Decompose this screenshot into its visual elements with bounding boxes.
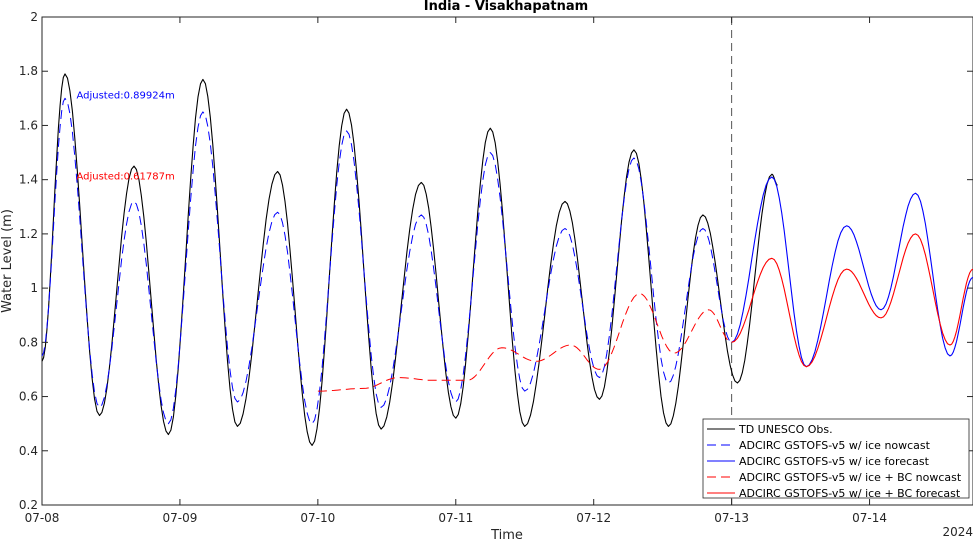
legend-label-3: ADCIRC GSTOFS-v5 w/ ice forecast (739, 455, 930, 468)
legend-label-2: ADCIRC GSTOFS-v5 w/ ice nowcast (739, 439, 931, 452)
y-tick-label: 0.8 (19, 335, 38, 349)
x-tick-label: 07-14 (852, 511, 887, 525)
x-tick-label: 07-08 (25, 511, 60, 525)
annotation-group: Adjusted:0.89924m Adjusted:0.61787m (76, 90, 174, 182)
y-axis-title: Water Level (m) (0, 209, 15, 313)
y-tick-label: 0.2 (19, 498, 38, 512)
legend-label-5: ADCIRC GSTOFS-v5 w/ ice + BC forecast (739, 487, 961, 500)
y-tick-label: 2 (30, 10, 38, 24)
legend-label-1: TD UNESCO Obs. (738, 423, 833, 436)
x-tick-label: 07-13 (714, 511, 749, 525)
adjusted-annotation-2: Adjusted:0.61787m (76, 172, 174, 183)
chart-title: India - Visakhapatnam (424, 0, 588, 14)
series-line-1 (41, 73, 778, 446)
series-group (41, 73, 973, 446)
x-tick-label: 07-12 (576, 511, 611, 525)
y-tick-label: 1.4 (19, 173, 38, 187)
year-label: 2024 (942, 525, 973, 539)
series-line-4 (317, 293, 732, 392)
y-tick-label: 1 (30, 281, 38, 295)
y-tick-label: 1.2 (19, 227, 38, 241)
legend-label-4: ADCIRC GSTOFS-v5 w/ ice + BC nowcast (739, 471, 962, 484)
y-tick-label: 0.4 (19, 444, 38, 458)
x-tick-label: 07-10 (300, 511, 335, 525)
adjusted-annotation-1: Adjusted:0.89924m (76, 90, 174, 101)
series-line-2 (41, 97, 732, 425)
series-line-5 (731, 233, 973, 368)
legend-box (702, 418, 970, 499)
y-tick-label: 1.6 (19, 118, 38, 132)
x-axis-title: Time (490, 528, 523, 541)
series-line-3 (731, 176, 973, 368)
y-axis-ticks: 0.2 0.4 0.6 0.8 1 1.2 1.4 1.6 1.8 2 (19, 10, 973, 512)
legend-entries: TD UNESCO Obs. ADCIRC GSTOFS-v5 w/ ice no… (707, 423, 962, 500)
y-tick-label: 1.8 (19, 64, 38, 78)
x-axis-ticks: 07-08 07-09 07-10 07-11 07-12 07-13 07-14 (25, 17, 887, 525)
y-tick-label: 0.6 (19, 390, 38, 404)
x-tick-label: 07-09 (162, 511, 197, 525)
legend: TD UNESCO Obs. ADCIRC GSTOFS-v5 w/ ice no… (702, 418, 970, 500)
x-tick-label: 07-11 (438, 511, 473, 525)
